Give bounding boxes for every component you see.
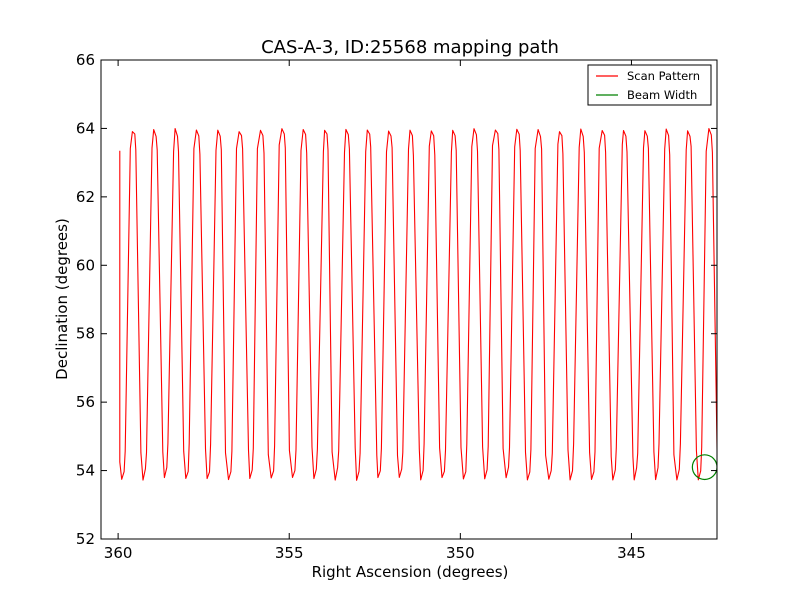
y-tick-label: 60 [76,256,95,274]
y-tick-label: 56 [76,393,95,411]
y-axis-label: Declination (degrees) [53,218,71,380]
plot-area [100,59,718,540]
scan-pattern-line [119,128,717,481]
legend-beam-width-label: Beam Width [627,88,697,102]
x-tick-label: 360 [104,544,133,562]
y-tick-label: 52 [76,530,95,548]
legend: Scan Pattern Beam Width [587,64,712,106]
y-axis: 52 54 56 58 60 62 64 66 [76,51,717,548]
x-tick-label: 355 [275,544,304,562]
y-tick-label: 64 [76,119,95,137]
legend-scan-pattern-label: Scan Pattern [627,69,700,83]
x-axis-label: Right Ascension (degrees) [312,563,509,581]
scan-pattern-series [119,128,717,481]
plot-frame [100,59,718,540]
legend-box [587,64,712,106]
x-axis: 360 355 350 345 [104,60,646,562]
x-tick-label: 345 [617,544,646,562]
chart-title: CAS-A-3, ID:25568 mapping path [261,37,559,58]
y-tick-label: 62 [76,188,95,206]
y-tick-label: 54 [76,462,95,480]
y-tick-label: 66 [76,51,95,69]
x-tick-label: 350 [446,544,475,562]
y-tick-label: 58 [76,325,95,343]
